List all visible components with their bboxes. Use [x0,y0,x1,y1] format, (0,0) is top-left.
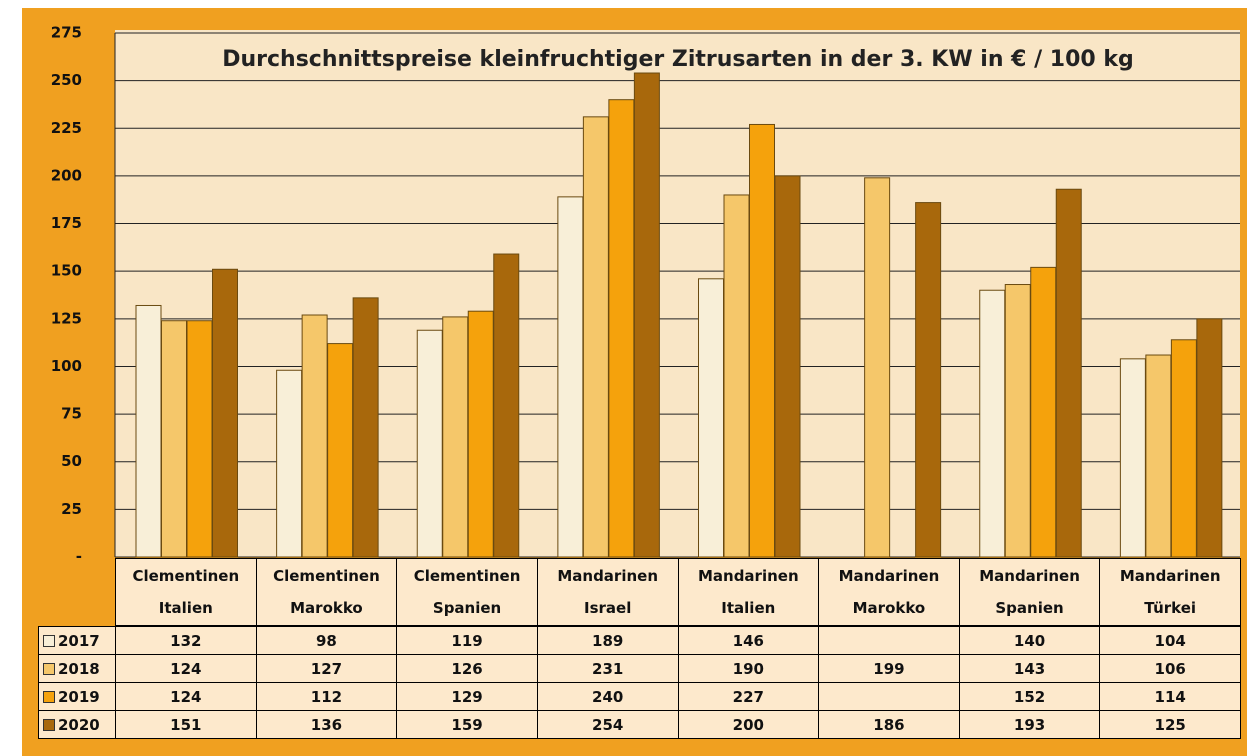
bar [1056,189,1081,557]
bar [609,100,634,557]
category-label: Clementinen Spanien [396,558,538,626]
category-label: Mandarinen Italien [678,558,820,626]
legend-label: 2020 [58,709,100,741]
bar [916,203,941,557]
table-value: 254 [537,710,679,739]
bar [494,254,519,557]
table-value: 190 [678,654,820,683]
bar [1171,340,1196,557]
bar [1120,359,1145,557]
bar [328,344,353,557]
bar [750,124,775,557]
bar [353,298,378,557]
table-value: 112 [256,682,398,711]
category-label: Mandarinen Türkei [1099,558,1241,626]
table-value: 140 [959,626,1101,655]
table-value: 119 [396,626,538,655]
bar [865,178,890,557]
y-tick-label: 75 [61,405,82,423]
category-label: Mandarinen Israel [537,558,679,626]
bar [136,305,161,557]
category-label: Clementinen Marokko [256,558,398,626]
bar [187,321,212,557]
bar [277,370,302,557]
y-tick-label: 25 [61,500,82,518]
bar [468,311,493,557]
legend-entry: 2018 [38,654,116,683]
y-tick-label: 100 [51,357,82,375]
table-value: 231 [537,654,679,683]
category-label: Clementinen Italien [115,558,257,626]
table-value: 132 [115,626,257,655]
legend-key [43,719,55,731]
table-value: 125 [1099,710,1241,739]
legend-key [43,663,55,675]
bar [1197,319,1222,557]
y-tick-label: 250 [51,71,82,89]
bar [1146,355,1171,557]
y-tick-label: 275 [51,24,82,42]
bar [302,315,327,557]
bar [980,290,1005,557]
legend-key [43,635,55,647]
table-value: 240 [537,682,679,711]
table-value: 200 [678,710,820,739]
table-value [818,682,960,711]
table-value: 199 [818,654,960,683]
table-value: 98 [256,626,398,655]
legend-key [43,691,55,703]
category-label: Mandarinen Spanien [959,558,1101,626]
y-tick-label: 125 [51,309,82,327]
table-value: 106 [1099,654,1241,683]
y-tick-label: 50 [61,452,82,470]
legend-entry: 2020 [38,710,116,739]
table-value [818,626,960,655]
bar [213,269,238,557]
y-tick-label: 200 [51,166,82,184]
table-value: 127 [256,654,398,683]
legend-entry: 2017 [38,626,116,655]
table-value: 152 [959,682,1101,711]
bar [634,73,659,557]
table-value: 193 [959,710,1101,739]
table-value: 104 [1099,626,1241,655]
bar [558,197,583,557]
table-value: 124 [115,654,257,683]
bar [1031,267,1056,557]
bar [162,321,187,557]
table-value: 124 [115,682,257,711]
table-value: 126 [396,654,538,683]
page: Durchschnittspreise kleinfruchtiger Zitr… [0,0,1247,756]
bar [583,117,608,557]
bar [699,279,724,557]
category-label: Mandarinen Marokko [818,558,960,626]
table-value: 146 [678,626,820,655]
table-value: 186 [818,710,960,739]
chart-title: Durchschnittspreise kleinfruchtiger Zitr… [222,47,1134,72]
y-tick-label: 225 [51,119,82,137]
table-value: 227 [678,682,820,711]
y-tick-label: 150 [51,262,82,280]
bar [443,317,468,557]
table-value: 151 [115,710,257,739]
legend-entry: 2019 [38,682,116,711]
bar [417,330,442,557]
y-tick-label: 175 [51,214,82,232]
bar [724,195,749,557]
table-value: 189 [537,626,679,655]
table-value: 129 [396,682,538,711]
table-value: 136 [256,710,398,739]
table-value: 143 [959,654,1101,683]
table-value: 159 [396,710,538,739]
table-value: 114 [1099,682,1241,711]
bar [1005,285,1030,557]
y-tick-label: - [76,548,82,566]
bar [775,176,800,557]
